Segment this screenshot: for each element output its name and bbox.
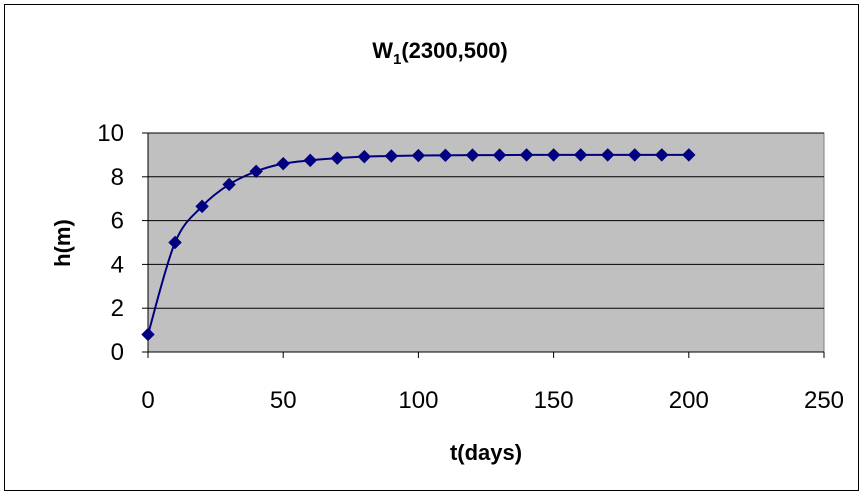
y-axis-label: h(m): [50, 219, 75, 267]
data-point-marker: [249, 164, 263, 179]
data-point-marker: [330, 151, 344, 165]
x-tick-label: 150: [534, 387, 574, 414]
x-tick-label: 200: [669, 387, 709, 414]
y-tick-label: 6: [111, 208, 124, 235]
data-point-marker: [168, 235, 182, 250]
data-point-marker: [141, 327, 155, 342]
x-tick-label: 0: [141, 387, 154, 414]
y-tick-label: 0: [111, 339, 124, 366]
y-tick-label: 8: [111, 164, 124, 191]
data-point-marker: [303, 153, 317, 168]
tick-labels: 0 50 100 150 200 250 0 2 4 6 8 10: [97, 120, 844, 414]
data-point-marker: [465, 148, 480, 162]
x-tick-label: 50: [270, 387, 297, 414]
y-tick-label: 10: [97, 120, 124, 147]
data-point-marker: [573, 148, 588, 162]
chart-title-subscript: 1: [393, 51, 401, 68]
data-point-marker: [682, 148, 696, 162]
data-point-marker: [222, 177, 236, 192]
y-tick-label: 4: [111, 251, 124, 278]
data-point-marker: [655, 148, 669, 162]
data-point-marker: [411, 148, 426, 163]
chart-title: W1(2300,500): [372, 38, 508, 68]
series-layer: [141, 148, 696, 342]
x-tick-label: 250: [804, 387, 844, 414]
plot-area: [147, 132, 825, 353]
data-point-marker: [357, 149, 372, 164]
data-point-marker: [276, 156, 290, 171]
data-point-marker: [628, 148, 642, 162]
x-tick-label: 100: [398, 387, 438, 414]
data-point-marker: [492, 148, 507, 162]
axes: [142, 132, 825, 358]
data-point-marker: [600, 148, 615, 162]
y-tick-label: 2: [111, 295, 124, 322]
chart-title-rest: (2300,500): [401, 38, 507, 63]
data-point-marker: [546, 148, 561, 162]
chart-title-main: W: [372, 38, 393, 63]
x-axis-label: t(days): [450, 440, 522, 465]
data-point-marker: [384, 149, 399, 163]
grid-lines: [148, 132, 824, 309]
data-point-marker: [195, 199, 209, 214]
data-point-marker: [519, 148, 534, 162]
data-point-marker: [438, 148, 453, 163]
